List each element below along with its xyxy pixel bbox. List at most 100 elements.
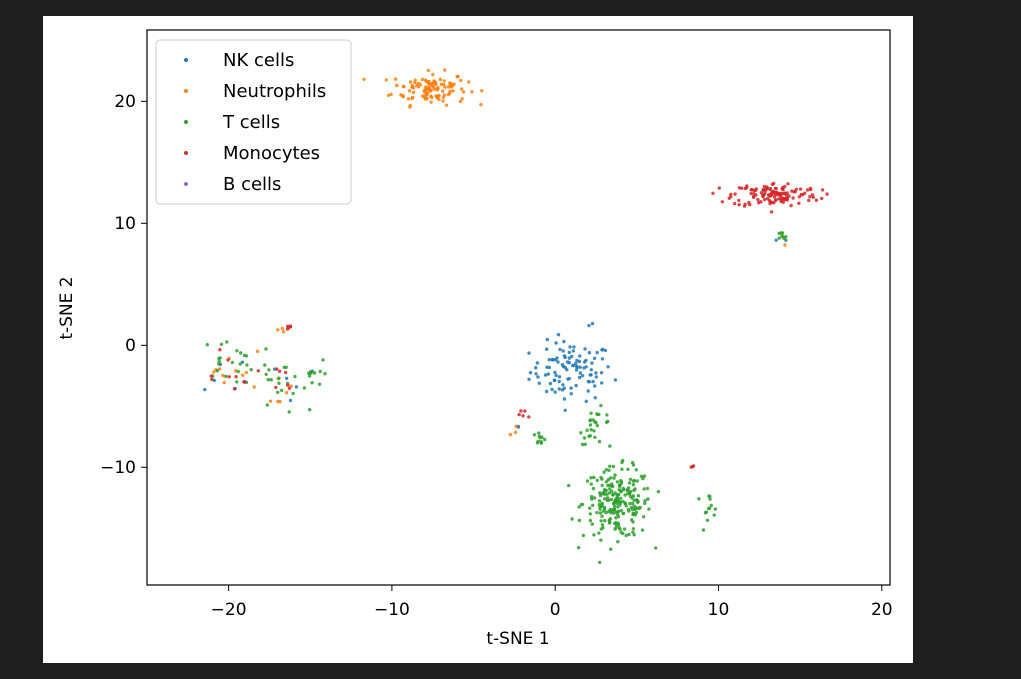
data-point xyxy=(215,369,219,373)
data-point xyxy=(567,483,571,488)
data-point xyxy=(603,348,608,353)
data-point xyxy=(545,365,549,369)
data-point xyxy=(599,371,604,375)
data-point xyxy=(568,345,572,349)
data-point xyxy=(780,234,784,238)
data-point xyxy=(543,373,548,377)
data-point xyxy=(284,376,289,380)
data-point xyxy=(535,361,540,365)
data-point xyxy=(578,365,582,369)
data-point xyxy=(233,369,238,373)
data-point xyxy=(589,476,593,480)
data-point xyxy=(217,359,221,364)
data-point xyxy=(318,369,322,374)
data-point xyxy=(705,518,710,522)
data-point xyxy=(628,490,632,495)
data-point xyxy=(589,411,593,415)
data-point xyxy=(637,506,641,511)
data-point xyxy=(626,467,630,471)
data-point xyxy=(600,483,604,488)
data-point xyxy=(713,507,717,511)
data-point xyxy=(278,369,282,373)
data-point xyxy=(759,191,763,195)
data-point xyxy=(537,434,542,439)
data-point xyxy=(437,93,441,98)
data-point xyxy=(602,488,607,492)
data-point xyxy=(278,400,282,404)
data-point xyxy=(628,501,632,506)
data-point xyxy=(458,99,463,104)
data-point xyxy=(786,182,790,186)
data-point xyxy=(310,381,314,385)
data-point xyxy=(599,538,603,542)
data-point xyxy=(598,507,602,511)
data-point xyxy=(561,383,565,387)
data-point xyxy=(825,192,829,196)
data-point xyxy=(439,82,444,87)
data-point xyxy=(619,508,623,513)
data-point xyxy=(632,488,636,493)
data-point xyxy=(521,414,525,418)
y-tick-label: 0 xyxy=(125,336,136,356)
data-point xyxy=(591,418,595,422)
data-point xyxy=(535,441,540,445)
data-point xyxy=(599,403,603,408)
data-point xyxy=(647,507,651,511)
data-point xyxy=(600,514,604,518)
data-point xyxy=(783,197,787,202)
data-point xyxy=(604,480,609,484)
data-point xyxy=(591,379,595,384)
data-point xyxy=(263,363,267,367)
data-point xyxy=(574,383,578,388)
data-point xyxy=(757,201,761,205)
data-point xyxy=(820,196,824,201)
data-point xyxy=(782,236,786,240)
data-point xyxy=(235,349,239,353)
legend-marker xyxy=(184,58,188,62)
data-point xyxy=(236,369,240,374)
data-point xyxy=(732,201,737,206)
data-point xyxy=(707,506,712,510)
data-point xyxy=(709,503,713,508)
data-point xyxy=(641,515,646,519)
data-point xyxy=(575,364,579,368)
data-point xyxy=(577,375,582,380)
data-point xyxy=(588,418,592,423)
data-point xyxy=(307,371,311,375)
data-point xyxy=(553,370,557,375)
data-point xyxy=(421,94,425,98)
data-point xyxy=(772,181,776,186)
data-point xyxy=(603,519,607,523)
data-point xyxy=(570,517,574,521)
data-point xyxy=(523,409,527,413)
data-point xyxy=(276,328,280,332)
data-point xyxy=(608,521,612,525)
data-point xyxy=(460,87,464,91)
data-point xyxy=(598,511,603,515)
series-nk xyxy=(203,238,788,429)
data-point xyxy=(612,507,617,511)
data-point xyxy=(219,342,224,346)
data-point xyxy=(798,187,803,191)
data-point xyxy=(613,491,617,495)
data-point xyxy=(562,397,567,401)
data-point xyxy=(232,387,237,391)
data-point xyxy=(590,361,594,365)
data-point xyxy=(587,351,592,355)
data-point xyxy=(749,188,753,192)
data-point xyxy=(622,527,627,531)
data-point xyxy=(620,467,624,471)
data-point xyxy=(814,198,819,202)
data-point xyxy=(429,100,433,104)
data-point xyxy=(797,195,802,199)
data-point xyxy=(632,533,636,537)
data-point xyxy=(267,368,271,372)
data-point xyxy=(595,510,599,515)
data-point xyxy=(621,499,625,504)
data-point xyxy=(783,191,787,195)
data-point xyxy=(769,210,774,214)
data-point xyxy=(429,94,433,98)
data-point xyxy=(218,367,222,371)
data-point xyxy=(613,527,617,531)
data-point xyxy=(455,74,459,79)
